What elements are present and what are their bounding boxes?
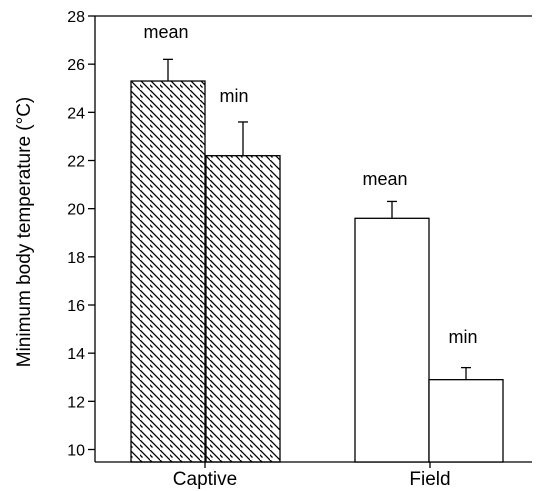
bar — [205, 155, 281, 463]
bars: mean min mean min — [130, 22, 504, 463]
y-tick-label: 26 — [67, 57, 85, 74]
bar-label: mean — [362, 169, 407, 189]
y-tick-label: 24 — [67, 105, 85, 122]
bar-label: mean — [143, 22, 188, 42]
y-tick-label: 28 — [67, 9, 85, 26]
y-tick-label: 16 — [67, 298, 85, 315]
y-axis-title: Minimum body temperature (°C) — [14, 97, 35, 368]
bar-label: min — [219, 86, 248, 106]
y-tick-label: 18 — [67, 250, 85, 267]
y-tick-label: 12 — [67, 394, 85, 411]
y-tick-label: 14 — [67, 346, 85, 363]
bar — [354, 217, 430, 463]
y-tick-label: 22 — [67, 154, 85, 171]
x-category-label: Captive — [173, 469, 237, 490]
y-tick-label: 20 — [67, 202, 85, 219]
bar-label: min — [448, 327, 477, 347]
x-category-label: Field — [409, 469, 450, 490]
bar — [130, 80, 206, 463]
y-tick-label: 10 — [67, 443, 85, 460]
bar — [428, 379, 504, 463]
